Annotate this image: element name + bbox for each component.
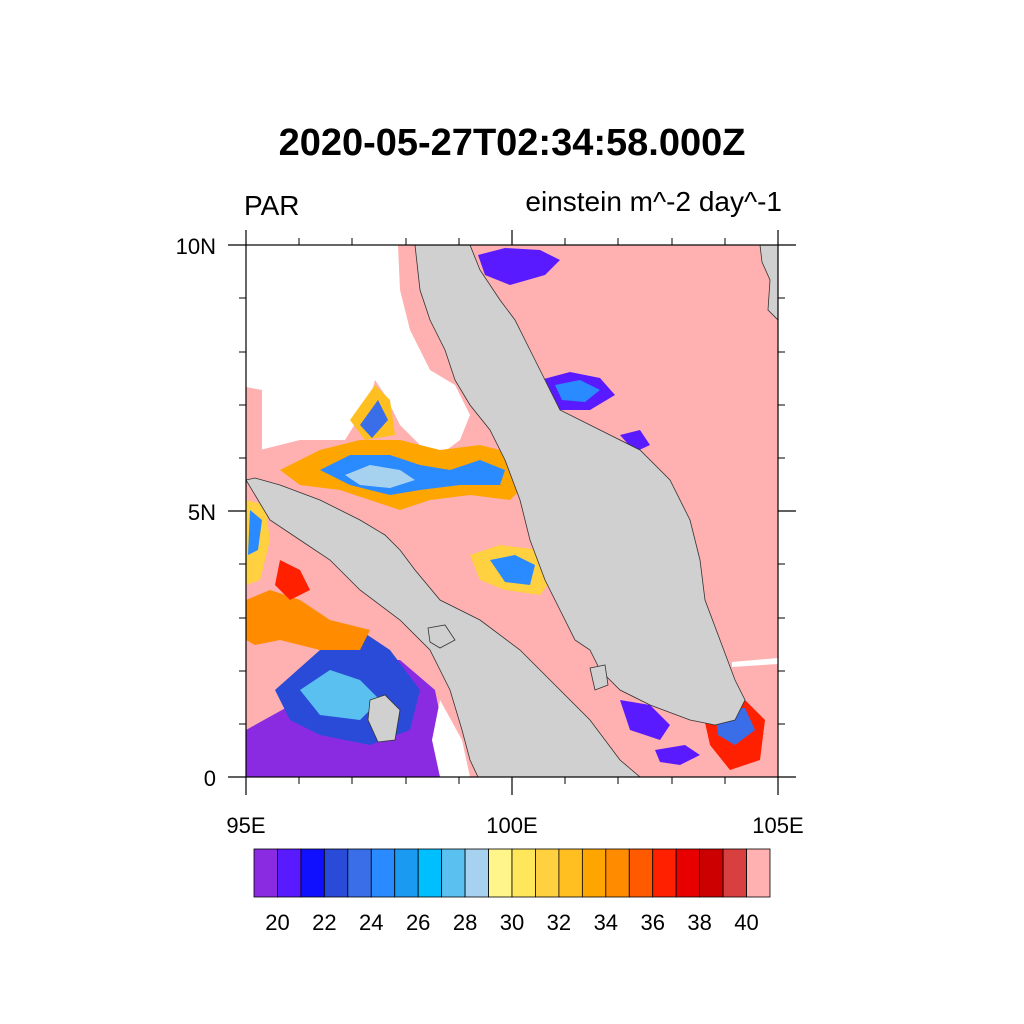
colorbar (253, 848, 771, 898)
colorbar-label: 20 (265, 910, 289, 935)
variable-name: PAR (244, 190, 300, 221)
missing-data-region (246, 245, 470, 455)
colorbar-label: 22 (312, 910, 336, 935)
colorbar-box (394, 848, 419, 898)
low-par-patch (300, 670, 380, 720)
mid-par-patch (275, 560, 310, 600)
colorbar-box (441, 848, 466, 898)
lat-tick-label: 0 (204, 766, 216, 791)
colorbar-box (464, 848, 489, 898)
low-par-patch (478, 248, 560, 285)
land-indochina (759, 245, 778, 321)
map-area (246, 245, 778, 777)
colorbar-box (535, 848, 560, 898)
missing-data-patch (432, 700, 470, 777)
island (367, 694, 401, 743)
low-par-patch (248, 510, 262, 555)
missing-data-streak (732, 658, 778, 667)
colorbar-box (347, 848, 372, 898)
colorbar-label: 38 (687, 910, 711, 935)
colorbar-box (699, 848, 724, 898)
colorbar-box (581, 848, 607, 898)
island (427, 624, 456, 649)
colorbar-box (605, 848, 630, 898)
colorbar-box (300, 848, 325, 898)
low-par-patch (555, 380, 600, 402)
page-title: 2020-05-27T02:34:58.000Z (278, 122, 746, 164)
colorbar-box (628, 848, 654, 898)
colorbar-box (558, 848, 583, 898)
low-par-patch (620, 430, 650, 452)
colorbar-box (417, 848, 443, 898)
colorbar-box (722, 848, 747, 898)
colorbar-label: 30 (500, 910, 524, 935)
land-malay-peninsula (414, 245, 746, 726)
colorbar-box (746, 848, 771, 898)
low-par-patch (360, 400, 388, 438)
colorbar-box (675, 848, 701, 898)
colorbar-label: 28 (453, 910, 477, 935)
colorbar-box (652, 848, 677, 898)
colorbar-box (370, 848, 396, 898)
colorbar-label: 24 (359, 910, 383, 935)
lon-tick-label: 105E (752, 813, 803, 838)
low-par-patch (490, 555, 535, 585)
colorbar-box (511, 848, 536, 898)
mid-par-patch (246, 590, 370, 650)
island (589, 664, 609, 691)
lat-tick-label: 5N (188, 500, 216, 525)
variable-units: einstein m^-2 day^-1 (525, 186, 782, 217)
lon-tick-label: 95E (226, 813, 265, 838)
colorbar-labels: 20 22 24 26 28 30 32 34 36 38 40 (265, 910, 759, 935)
colorbar-box (488, 848, 513, 898)
axis-ticks (228, 230, 796, 795)
low-par-band (345, 465, 415, 488)
minor-ticks (239, 238, 785, 784)
colorbar-label: 26 (406, 910, 430, 935)
colorbar-label: 32 (547, 910, 571, 935)
low-par-patch (655, 745, 700, 765)
colorbar-box (277, 848, 302, 898)
lat-tick-label: 10N (176, 234, 216, 259)
colorbar-label: 34 (594, 910, 618, 935)
low-par-patch (620, 700, 670, 740)
colorbar-label: 36 (640, 910, 664, 935)
colorbar-box (253, 848, 278, 898)
ocean-par-patch (246, 387, 262, 470)
colorbar-box (323, 848, 349, 898)
colorbar-label: 40 (734, 910, 758, 935)
lon-tick-label: 100E (486, 813, 537, 838)
